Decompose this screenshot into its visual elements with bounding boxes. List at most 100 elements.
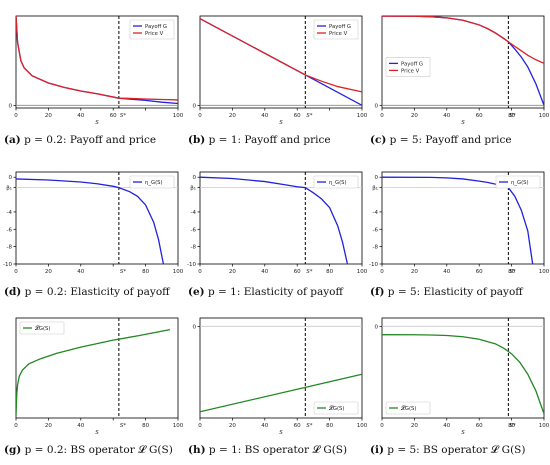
caption-text: p = 1: Elasticity of payoff xyxy=(204,286,343,298)
caption-f: (f) p = 5: Elasticity of payoff xyxy=(370,286,523,298)
y-tick-label: -6 xyxy=(373,227,379,233)
x-tick-label: 80 xyxy=(508,423,515,429)
caption-text: p = 5: Payoff and price xyxy=(386,134,512,146)
x-tick-label: 40 xyxy=(261,269,268,275)
x-tick-label: 100 xyxy=(173,113,184,119)
y-tick-label: -6 xyxy=(191,227,197,233)
x-tick-label: 40 xyxy=(77,423,84,429)
y-tick-label: -8 xyxy=(7,245,13,251)
x-tick-label: 80 xyxy=(142,423,149,429)
y-tick-label: 0 xyxy=(375,175,379,181)
x-axis-label: S xyxy=(95,430,99,436)
y-tick-label: 0 xyxy=(375,324,379,330)
caption-text: p = 0.2: Elasticity of payoff xyxy=(21,286,170,298)
caption-d: (d) p = 0.2: Elasticity of payoff xyxy=(4,286,170,298)
x-tick-label: 80 xyxy=(508,269,515,275)
y-tick-label: -10 xyxy=(187,262,196,268)
y-tick-label: β₁ xyxy=(6,186,12,192)
x-tick-label: 60 xyxy=(476,113,483,119)
series-line-1 xyxy=(16,329,171,416)
y-tick-label: 0 xyxy=(375,103,379,109)
x-tick-label: 100 xyxy=(539,269,550,275)
x-tick-label: 20 xyxy=(411,423,418,429)
y-tick-label: 0 xyxy=(193,175,197,181)
caption-text: p = 1: BS operator 𝓛 G(S) xyxy=(205,444,348,456)
caption-text: p = 0.2: Payoff and price xyxy=(20,134,157,146)
series-line-1 xyxy=(382,176,534,264)
legend-entry: 𝓛G(S) xyxy=(329,406,344,412)
series-line-1 xyxy=(16,178,165,264)
x-tick-label: 0 xyxy=(380,113,384,119)
plot-frame xyxy=(199,171,363,265)
x-tick-label: 60 xyxy=(476,269,483,275)
x-tick-label: 60 xyxy=(294,113,301,119)
caption-c: (c) p = 5: Payoff and price xyxy=(370,134,512,146)
x-tick-label: 20 xyxy=(229,269,236,275)
x-tick-label: 100 xyxy=(173,423,184,429)
caption-label: (g) xyxy=(4,444,22,456)
caption-label: (h) xyxy=(188,444,206,456)
y-tick-label: 0 xyxy=(9,103,13,109)
legend-entry: Payoff G xyxy=(329,24,351,30)
chart-h: 0 20 40 60 80 100 0 S S* 𝓛G(S) xyxy=(193,317,368,436)
caption-a: (a) p = 0.2: Payoff and price xyxy=(4,134,156,146)
caption-label: (e) xyxy=(188,286,205,298)
x-tick-label: 0 xyxy=(380,423,384,429)
x-tick-label: 100 xyxy=(539,113,550,119)
y-tick-label: -10 xyxy=(369,262,378,268)
caption-label: (c) xyxy=(370,134,387,146)
legend-box xyxy=(129,175,175,189)
x-axis-label: S xyxy=(461,430,465,436)
x-tick-label: 0 xyxy=(14,269,18,275)
plot-frame xyxy=(199,15,363,109)
chart-e: 0 20 40 60 80 100 0 β₁ -4 -6 -8 -10 S* η_G(S) xyxy=(187,171,368,275)
caption-text: p = 5: Elasticity of payoff xyxy=(384,286,523,298)
legend-entry: η_G(S) xyxy=(145,180,163,186)
caption-h: (h) p = 1: BS operator 𝓛 G(S) xyxy=(188,444,347,457)
y-tick-label: -4 xyxy=(373,210,379,216)
caption-label: (i) xyxy=(370,444,384,456)
critical-price-label: S* xyxy=(509,269,515,275)
legend-entry: 𝓛G(S) xyxy=(401,406,416,412)
x-tick-label: 80 xyxy=(326,269,333,275)
y-tick-label: 0 xyxy=(193,324,197,330)
x-tick-label: 100 xyxy=(357,269,368,275)
chart-f: 0 20 40 60 80 100 0 β₁ -4 -6 -8 -10 S* η_G(S) xyxy=(369,171,550,275)
x-axis-label: S xyxy=(95,120,99,126)
chart-g: 0 20 40 80 100 S S* 𝓛G(S) xyxy=(14,317,184,436)
plot-frame xyxy=(381,317,545,419)
series-line-1 xyxy=(200,176,349,264)
x-tick-label: 40 xyxy=(443,113,450,119)
legend-entry: Price V xyxy=(401,68,420,74)
plot-frame xyxy=(15,171,179,265)
series-line-1 xyxy=(382,334,544,415)
x-tick-label: 40 xyxy=(261,423,268,429)
x-tick-label: 80 xyxy=(508,113,515,119)
legend-box xyxy=(495,175,541,189)
critical-price-label: S* xyxy=(509,423,515,429)
legend-entry: Payoff G xyxy=(401,61,423,67)
x-tick-label: 40 xyxy=(261,113,268,119)
x-tick-label: 20 xyxy=(45,113,52,119)
x-tick-label: 20 xyxy=(411,269,418,275)
plot-frame xyxy=(381,15,545,109)
y-tick-label: 0 xyxy=(193,103,197,109)
x-tick-label: 40 xyxy=(77,269,84,275)
x-tick-label: 20 xyxy=(229,423,236,429)
y-tick-label: 0 xyxy=(9,175,13,181)
x-tick-label: 100 xyxy=(173,269,184,275)
legend-box xyxy=(313,19,359,40)
series-line-1 xyxy=(200,373,362,413)
legend-box xyxy=(385,401,431,415)
x-tick-label: 60 xyxy=(110,113,117,119)
y-tick-label: β₁ xyxy=(372,186,378,192)
y-tick-label: -6 xyxy=(7,227,13,233)
chart-i: 0 20 40 60 80 100 0 S S* 𝓛G(S) xyxy=(375,317,550,436)
critical-price-label: S* xyxy=(120,423,126,429)
x-tick-label: 60 xyxy=(476,423,483,429)
caption-label: (b) xyxy=(188,134,206,146)
x-tick-label: 0 xyxy=(380,269,384,275)
caption-text: p = 5: BS operator 𝓛 G(S) xyxy=(383,444,526,456)
